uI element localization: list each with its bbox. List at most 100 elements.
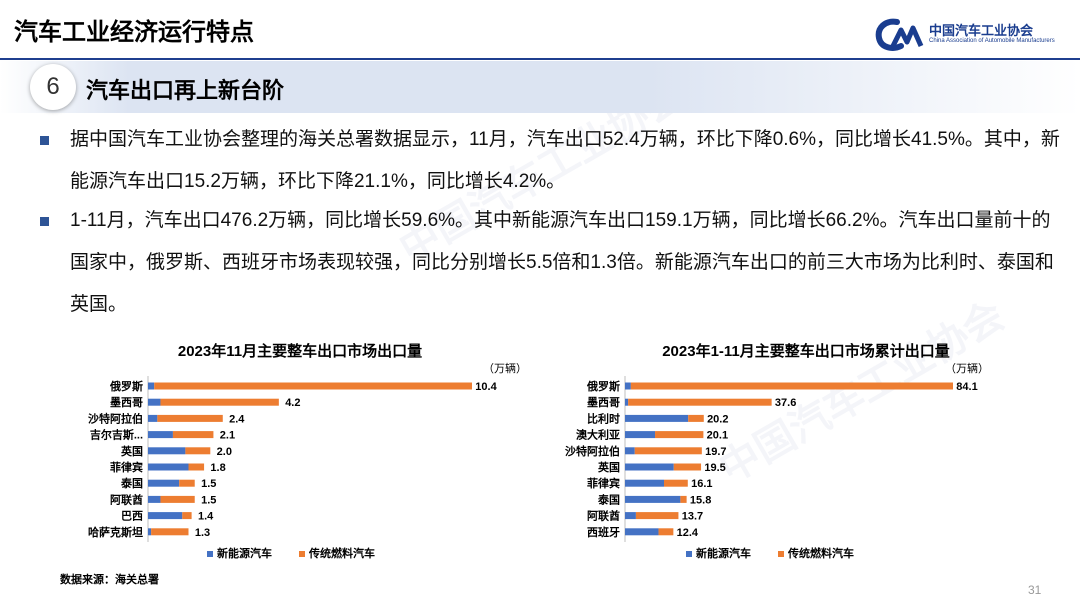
chart-data-label: 1.4 bbox=[198, 511, 214, 523]
chart-bar-segment bbox=[625, 479, 665, 487]
chart-bar-segment bbox=[630, 382, 953, 390]
section-number: 6 bbox=[30, 64, 76, 110]
chart-data-label: 12.4 bbox=[677, 527, 699, 539]
caam-logo-icon bbox=[875, 18, 924, 51]
chart-bar-segment bbox=[680, 495, 687, 503]
chart-data-label: 4.2 bbox=[285, 397, 300, 409]
chart-data-label: 16.1 bbox=[691, 478, 712, 490]
bullet-text-1: 据中国汽车工业协会整理的海关总署数据显示，11月，汽车出口52.4万辆，环比下降… bbox=[70, 129, 1060, 192]
chart-bar-segment bbox=[635, 512, 679, 520]
chart-jan-nov-export-markets: 2023年1-11月主要整车出口市场累计出口量（万辆） 俄罗斯 84.1 墨西哥 37.… bbox=[565, 342, 989, 560]
chart-category-label: 哈萨克斯坦 bbox=[88, 525, 143, 539]
chart-bar-segment bbox=[148, 528, 152, 536]
bullet-marker-icon bbox=[40, 136, 49, 145]
chart-category-label: 墨西哥 bbox=[587, 396, 620, 409]
chart-nov-export-markets: 2023年11月主要整车出口市场出口量 （万辆） 俄罗斯 10.4 墨西哥 4.2 沙特阿拉… bbox=[88, 342, 520, 560]
legend-swatch bbox=[207, 551, 213, 557]
chart-data-label: 19.7 bbox=[705, 446, 726, 458]
chart-bar-segment bbox=[172, 431, 214, 439]
caam-logo: 中国汽车工业协会 China Association of Automobile… bbox=[875, 18, 1065, 52]
chart-category-label: 英国 bbox=[597, 460, 620, 474]
chart-category-label: 菲律宾 bbox=[587, 476, 620, 490]
chart-data-label: 2.0 bbox=[217, 446, 232, 458]
chart-unit-label: （万辆） bbox=[483, 361, 520, 375]
chart-data-label: 20.1 bbox=[707, 430, 728, 442]
chart-category-label: 菲律宾 bbox=[110, 460, 143, 474]
bullet-marker-icon bbox=[40, 217, 49, 226]
chart-bar-segment bbox=[625, 495, 681, 503]
chart-bar-segment bbox=[634, 447, 702, 455]
chart-bar-segment bbox=[625, 528, 659, 536]
chart-bar-segment bbox=[148, 382, 155, 390]
chart-bar-segment bbox=[157, 414, 223, 422]
chart-bar-segment bbox=[688, 414, 704, 422]
page-header-title: 汽车工业经济运行特点 bbox=[14, 19, 254, 46]
legend-label: 新能源汽车 bbox=[696, 546, 751, 560]
chart-bar-segment bbox=[625, 463, 674, 471]
chart-bar-segment bbox=[160, 495, 195, 503]
chart-data-label: 1.5 bbox=[201, 494, 216, 506]
chart-bar-segment bbox=[658, 528, 674, 536]
section-title: 汽车出口再上新台阶 bbox=[86, 78, 285, 103]
chart-bar-segment bbox=[628, 398, 772, 406]
chart-bar-segment bbox=[148, 414, 158, 422]
chart-bar-segment bbox=[625, 431, 656, 439]
logo-name-cn: 中国汽车工业协会 bbox=[929, 23, 1034, 38]
chart-bar-segment bbox=[673, 463, 702, 471]
chart-bar-segment bbox=[625, 382, 631, 390]
chart-category-label: 泰国 bbox=[597, 492, 620, 506]
header-divider bbox=[0, 58, 1080, 60]
chart-category-label: 沙特阿拉伯 bbox=[88, 411, 143, 425]
chart-bar-segment bbox=[148, 495, 161, 503]
chart-data-label: 37.6 bbox=[775, 397, 796, 409]
chart-category-label: 英国 bbox=[120, 444, 143, 458]
chart-data-label: 84.1 bbox=[956, 381, 977, 393]
chart-data-label: 20.2 bbox=[707, 413, 728, 425]
chart-bar-segment bbox=[148, 463, 189, 471]
chart-category-label: 墨西哥 bbox=[110, 396, 143, 409]
chart-data-label: 2.1 bbox=[220, 430, 235, 442]
chart-category-label: 俄罗斯 bbox=[586, 379, 620, 393]
chart-data-label: 2.4 bbox=[229, 413, 245, 425]
legend-swatch bbox=[299, 551, 305, 557]
page-number: 31 bbox=[1028, 583, 1042, 597]
chart-category-label: 俄罗斯 bbox=[109, 379, 143, 393]
chart-data-label: 13.7 bbox=[682, 511, 703, 523]
chart-bar-segment bbox=[148, 512, 183, 520]
legend-swatch bbox=[686, 551, 692, 557]
chart-category-label: 巴西 bbox=[121, 510, 143, 523]
legend-swatch bbox=[778, 551, 784, 557]
chart-bar-segment bbox=[188, 463, 205, 471]
chart-bar-segment bbox=[182, 512, 192, 520]
legend-label: 传统燃料汽车 bbox=[787, 546, 854, 560]
chart-bar-segment bbox=[625, 512, 636, 520]
legend-label: 传统燃料汽车 bbox=[308, 546, 375, 560]
chart-data-label: 1.3 bbox=[195, 527, 210, 539]
chart-bar-segment bbox=[625, 447, 635, 455]
chart-category-label: 泰国 bbox=[120, 476, 143, 490]
chart-data-label: 1.8 bbox=[210, 462, 225, 474]
chart-unit-label: （万辆） bbox=[945, 361, 989, 375]
chart-data-label: 10.4 bbox=[475, 381, 497, 393]
chart-data-label: 15.8 bbox=[690, 494, 711, 506]
logo-name-en: China Association of Automobile Manufact… bbox=[929, 38, 1055, 44]
chart-bar-segment bbox=[185, 447, 211, 455]
chart-category-label: 阿联酋 bbox=[110, 492, 143, 506]
data-source: 数据来源：海关总署 bbox=[60, 574, 159, 586]
chart-bar-segment bbox=[148, 398, 161, 406]
bullet-text-2: 1-11月，汽车出口476.2万辆，同比增长59.6%。其中新能源汽车出口159… bbox=[70, 210, 1054, 315]
chart-category-label: 比利时 bbox=[587, 411, 620, 425]
chart-bar-segment bbox=[625, 398, 629, 406]
chart-category-label: 吉尔吉斯... bbox=[90, 428, 143, 442]
chart-category-label: 阿联酋 bbox=[587, 509, 620, 523]
legend-label: 新能源汽车 bbox=[217, 546, 272, 560]
chart-bar-segment bbox=[148, 479, 180, 487]
chart-bar-segment bbox=[148, 431, 173, 439]
section-band bbox=[0, 61, 1080, 113]
chart-bar-segment bbox=[664, 479, 688, 487]
chart-category-label: 西班牙 bbox=[587, 525, 620, 539]
chart-bar-segment bbox=[655, 431, 704, 439]
chart-bar-segment bbox=[154, 382, 472, 390]
chart-category-label: 澳大利亚 bbox=[576, 428, 620, 442]
chart-data-label: 19.5 bbox=[704, 462, 725, 474]
